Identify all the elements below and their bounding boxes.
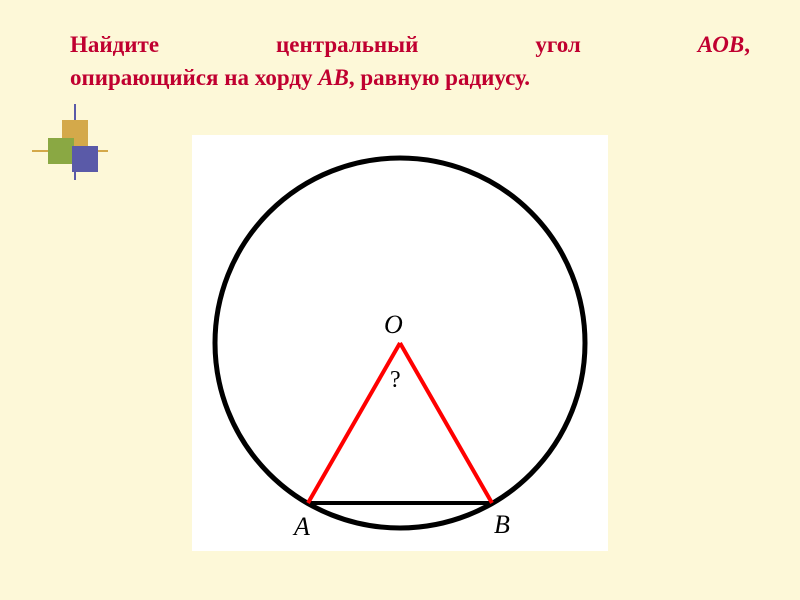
geometry-diagram: O ? A B [192, 135, 608, 551]
problem-title: Найдите центральный угол АОВ, опирающийс… [70, 28, 750, 95]
title-word: АОВ, [698, 28, 750, 61]
radius-oa [308, 343, 400, 503]
label-a: A [292, 512, 310, 541]
slide-decoration [28, 100, 108, 185]
deco-square [48, 138, 74, 164]
title-word: центральный [276, 28, 418, 61]
label-o: O [384, 310, 403, 339]
radius-ob [400, 343, 492, 503]
title-word: Найдите [70, 28, 159, 61]
deco-square [72, 146, 98, 172]
label-question: ? [390, 367, 401, 393]
title-line2: опирающийся на хорду АВ, равную радиусу. [70, 65, 530, 90]
title-word: угол [535, 28, 580, 61]
label-b: B [494, 510, 510, 539]
